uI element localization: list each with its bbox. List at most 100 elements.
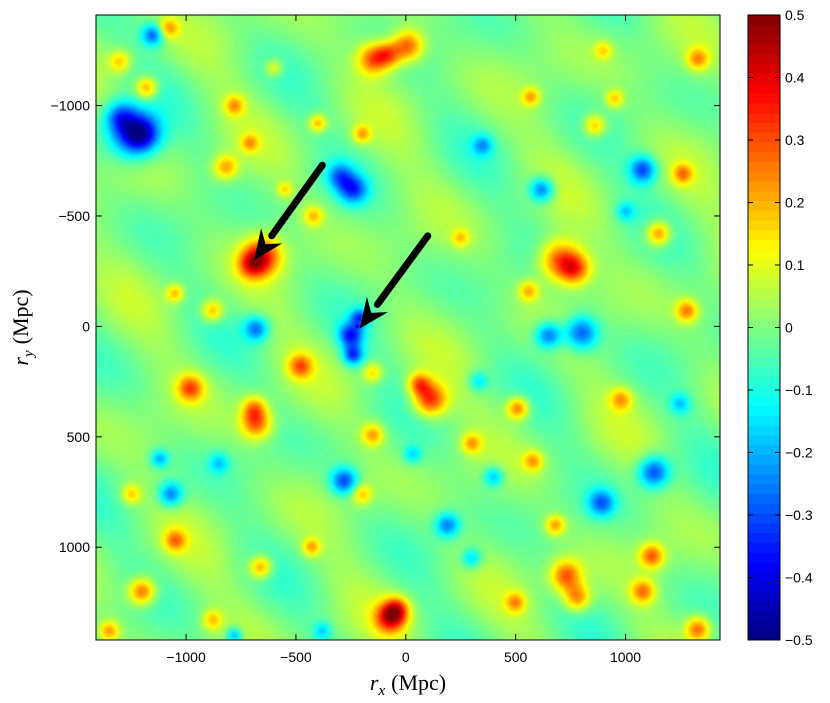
- x-axis-label-unit: (Mpc): [391, 670, 446, 695]
- colorbar-band: [748, 181, 780, 192]
- colorbar-band: [748, 532, 780, 543]
- colorbar-band: [748, 405, 780, 416]
- colorbar-band: [748, 141, 780, 153]
- colorbar-band: [748, 473, 780, 485]
- colorbar: 0.5 0.4 0.3 0.2 0.1 0 −0.1 −0.2 −0.3 −0.4 −0.5: [747, 7, 813, 648]
- x-axis-label-symbol: r: [370, 670, 379, 695]
- colorbar-band: [748, 503, 780, 514]
- colorbar-band: [748, 298, 780, 309]
- colorbar-tick-label: −0.5: [785, 632, 813, 648]
- colorbar-band: [748, 54, 780, 65]
- colorbar-band: [748, 210, 780, 221]
- y-tick-label: 1000: [59, 539, 90, 555]
- colorbar-band: [748, 561, 780, 573]
- colorbar-band: [748, 102, 780, 114]
- colorbar-tick-label: −0.4: [785, 570, 813, 586]
- colorbar-band: [748, 522, 780, 534]
- x-axis-label: rx (Mpc): [370, 670, 446, 699]
- colorbar-band: [748, 307, 780, 319]
- y-tick-label: 500: [67, 429, 91, 445]
- colorbar-band: [748, 347, 780, 358]
- colorbar-tick-label: 0.2: [785, 195, 805, 211]
- x-tick-label: 500: [504, 649, 528, 665]
- colorbar-band: [748, 434, 780, 446]
- colorbar-band: [748, 151, 780, 162]
- colorbar-band: [748, 317, 780, 328]
- colorbar-band: [748, 493, 780, 504]
- colorbar-band: [748, 44, 780, 55]
- colorbar-band: [748, 220, 780, 231]
- colorbar-band: [748, 591, 780, 602]
- colorbar-band: [748, 278, 780, 289]
- colorbar-tick-label: 0.1: [785, 257, 805, 273]
- x-tick-label: −500: [280, 649, 312, 665]
- x-axis-label-subscript: x: [377, 683, 385, 699]
- colorbar-band: [748, 415, 780, 426]
- x-tick-label: −1000: [166, 649, 206, 665]
- colorbar-band: [748, 93, 780, 104]
- colorbar-band: [748, 425, 780, 436]
- colorbar-band: [748, 15, 780, 26]
- colorbar-tick-label: 0: [785, 320, 793, 336]
- y-tick-label: 0: [82, 318, 90, 334]
- colorbar-band: [748, 620, 780, 631]
- y-axis: −1000 −500 0 500 1000: [51, 98, 720, 555]
- colorbar-band: [748, 229, 780, 241]
- colorbar-band: [748, 122, 780, 133]
- colorbar-band: [748, 288, 780, 299]
- colorbar-band: [748, 571, 780, 582]
- colorbar-band: [748, 600, 780, 612]
- colorbar-band: [748, 513, 780, 524]
- colorbar-tick-label: −0.2: [785, 445, 813, 461]
- colorbar-band: [748, 83, 780, 94]
- colorbar-band: [748, 171, 780, 182]
- arrow-1-shaft: [268, 161, 326, 240]
- colorbar-tick-label: 0.3: [785, 132, 805, 148]
- colorbar-band: [748, 200, 780, 211]
- colorbar-band: [748, 386, 780, 397]
- colorbar-tick-label: −0.1: [785, 382, 813, 398]
- colorbar-band: [748, 444, 780, 455]
- colorbar-band: [748, 63, 780, 75]
- colorbar-tick-label: −0.3: [785, 507, 813, 523]
- colorbar-band: [748, 464, 780, 475]
- y-tick-label: −500: [58, 208, 90, 224]
- colorbar-band: [748, 161, 780, 172]
- colorbar-tick-label: 0.5: [785, 7, 805, 23]
- colorbar-band: [748, 610, 780, 621]
- colorbar-ticks: 0.5 0.4 0.3 0.2 0.1 0 −0.1 −0.2 −0.3 −0.4 −0.5: [748, 7, 813, 648]
- colorbar-band: [748, 24, 780, 36]
- x-axis: −1000 −500 0 500 1000: [166, 15, 641, 665]
- colorbar-band: [748, 395, 780, 407]
- colorbar-band: [748, 356, 780, 368]
- colorbar-band: [748, 34, 780, 45]
- colorbar-band: [748, 366, 780, 377]
- colorbar-band: [748, 337, 780, 348]
- colorbar-band: [748, 190, 780, 202]
- heatmap-image: [96, 15, 720, 640]
- colorbar-band: [748, 268, 780, 280]
- colorbar-band: [748, 630, 780, 641]
- colorbar-band: [748, 259, 780, 270]
- colorbar-band: [748, 581, 780, 592]
- heatmap-plot: [96, 15, 720, 640]
- colorbar-band: [748, 552, 780, 563]
- y-tick-label: −1000: [51, 98, 91, 114]
- y-axis-label: ry (Mpc): [8, 289, 37, 365]
- colorbar-band: [748, 483, 780, 495]
- x-tick-label: 0: [402, 649, 410, 665]
- colorbar-band: [748, 454, 780, 465]
- colorbar-band: [748, 327, 780, 338]
- colorbar-band: [748, 239, 780, 250]
- colorbar-band: [748, 112, 780, 123]
- x-tick-label: 1000: [610, 649, 641, 665]
- annotation-layer: [254, 161, 432, 329]
- colorbar-band: [748, 542, 780, 553]
- colorbar-band: [748, 73, 780, 84]
- colorbar-band: [748, 132, 780, 143]
- colorbar-tick-label: 0.4: [785, 70, 805, 86]
- arrow-2-head: [359, 296, 388, 329]
- y-axis-label-subscript: y: [21, 350, 37, 359]
- y-axis-label-unit: (Mpc): [8, 289, 33, 344]
